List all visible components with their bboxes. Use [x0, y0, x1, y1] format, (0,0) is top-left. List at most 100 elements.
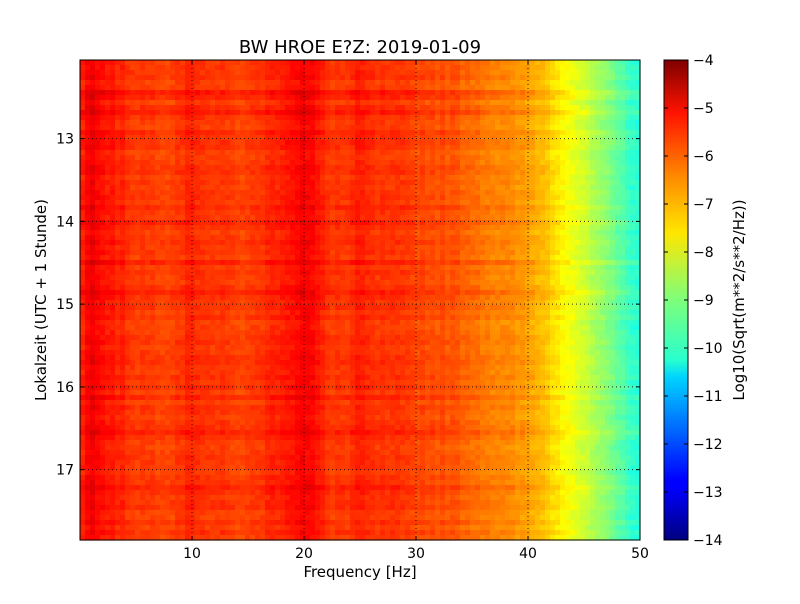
- heatmap-cell: [230, 140, 236, 146]
- heatmap-cell: [515, 195, 521, 201]
- heatmap-cell: [500, 210, 506, 216]
- heatmap-cell: [415, 200, 421, 206]
- heatmap-cell: [630, 70, 636, 76]
- heatmap-cell: [430, 170, 436, 176]
- heatmap-cell: [360, 185, 366, 191]
- heatmap-cell: [460, 225, 466, 231]
- heatmap-cell: [235, 260, 241, 266]
- heatmap-cell: [490, 60, 496, 66]
- heatmap-cell: [580, 245, 586, 251]
- heatmap-cell: [195, 260, 201, 266]
- heatmap-cell: [385, 220, 391, 226]
- heatmap-cell: [245, 260, 251, 266]
- heatmap-cell: [605, 115, 611, 121]
- heatmap-cell: [420, 210, 426, 216]
- heatmap-cell: [370, 105, 376, 111]
- heatmap-cell: [235, 65, 241, 71]
- heatmap-cell: [175, 85, 181, 91]
- heatmap-cell: [470, 245, 476, 251]
- heatmap-cell: [400, 255, 406, 261]
- heatmap-cell: [610, 195, 616, 201]
- heatmap-cell: [125, 245, 131, 251]
- heatmap-cell: [345, 160, 351, 166]
- heatmap-cell: [200, 235, 206, 241]
- heatmap-cell: [230, 70, 236, 76]
- heatmap-cell: [505, 85, 511, 91]
- heatmap-cell: [330, 265, 336, 271]
- heatmap-cell: [610, 220, 616, 226]
- heatmap-cell: [480, 75, 486, 81]
- heatmap-cell: [565, 135, 571, 141]
- heatmap-cell: [360, 70, 366, 76]
- heatmap-cell: [415, 140, 421, 146]
- heatmap-cell: [395, 195, 401, 201]
- heatmap-cell: [310, 250, 316, 256]
- heatmap-cell: [475, 140, 481, 146]
- heatmap-cell: [190, 205, 196, 211]
- heatmap-cell: [120, 60, 126, 66]
- heatmap-cell: [190, 220, 196, 226]
- heatmap-cell: [200, 95, 206, 101]
- heatmap-cell: [95, 125, 101, 131]
- heatmap-cell: [445, 140, 451, 146]
- heatmap-cell: [110, 245, 116, 251]
- heatmap-cell: [110, 250, 116, 256]
- heatmap-cell: [335, 230, 341, 236]
- heatmap-cell: [325, 165, 331, 171]
- heatmap-cell: [570, 65, 576, 71]
- heatmap-cell: [240, 275, 246, 281]
- heatmap-cell: [390, 190, 396, 196]
- heatmap-cell: [545, 90, 551, 96]
- heatmap-cell: [205, 215, 211, 221]
- heatmap-cell: [405, 255, 411, 261]
- heatmap-cell: [525, 265, 531, 271]
- heatmap-cell: [260, 265, 266, 271]
- heatmap-cell: [460, 140, 466, 146]
- heatmap-cell: [455, 160, 461, 166]
- heatmap-cell: [80, 65, 86, 71]
- heatmap-cell: [215, 185, 221, 191]
- heatmap-cell: [240, 130, 246, 136]
- heatmap-cell: [475, 200, 481, 206]
- heatmap-cell: [420, 185, 426, 191]
- heatmap-cell: [245, 275, 251, 281]
- heatmap-cell: [450, 215, 456, 221]
- heatmap-cell: [120, 70, 126, 76]
- heatmap-cell: [445, 185, 451, 191]
- heatmap-cell: [315, 65, 321, 71]
- heatmap-cell: [280, 85, 286, 91]
- heatmap-cell: [575, 170, 581, 176]
- heatmap-cell: [575, 140, 581, 146]
- heatmap-cell: [150, 165, 156, 171]
- heatmap-cell: [520, 70, 526, 76]
- heatmap-cell: [535, 120, 541, 126]
- heatmap-cell: [200, 85, 206, 91]
- heatmap-cell: [150, 220, 156, 226]
- heatmap-cell: [335, 240, 341, 246]
- heatmap-cell: [215, 275, 221, 281]
- heatmap-cell: [155, 150, 161, 156]
- heatmap-cell: [90, 70, 96, 76]
- heatmap-cell: [295, 75, 301, 81]
- heatmap-cell: [135, 60, 141, 66]
- heatmap-cell: [535, 200, 541, 206]
- heatmap-cell: [600, 240, 606, 246]
- heatmap-cell: [520, 65, 526, 71]
- heatmap-cell: [100, 250, 106, 256]
- heatmap-cell: [80, 245, 86, 251]
- heatmap-cell: [470, 205, 476, 211]
- heatmap-cell: [515, 165, 521, 171]
- heatmap-cell: [310, 100, 316, 106]
- heatmap-cell: [315, 100, 321, 106]
- heatmap-cell: [185, 250, 191, 256]
- heatmap-cell: [415, 125, 421, 131]
- heatmap-cell: [540, 250, 546, 256]
- heatmap-cell: [85, 120, 91, 126]
- heatmap-cell: [400, 210, 406, 216]
- heatmap-cell: [105, 115, 111, 121]
- heatmap-cell: [235, 220, 241, 226]
- heatmap-cell: [370, 200, 376, 206]
- heatmap-cell: [635, 145, 641, 151]
- heatmap-cell: [505, 255, 511, 261]
- heatmap-cell: [315, 120, 321, 126]
